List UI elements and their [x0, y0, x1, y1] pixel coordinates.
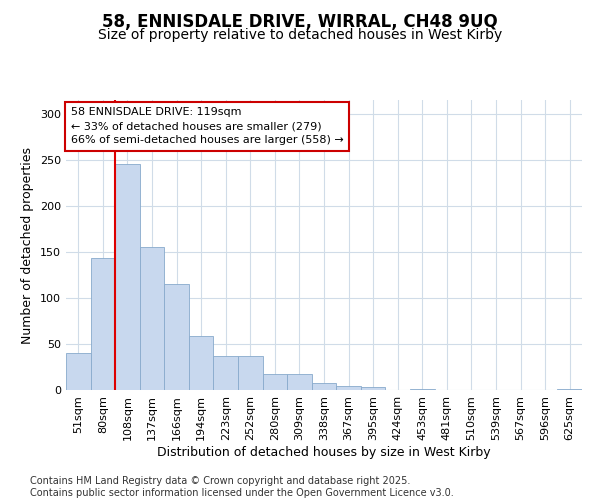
Bar: [214, 356, 238, 390]
Bar: [361, 387, 385, 390]
Text: Contains HM Land Registry data © Crown copyright and database right 2025.
Contai: Contains HM Land Registry data © Crown c…: [30, 476, 454, 498]
Bar: [164, 284, 189, 390]
X-axis label: Distribution of detached houses by size in West Kirby: Distribution of detached houses by size …: [157, 446, 491, 458]
Bar: [91, 258, 115, 390]
Bar: [189, 336, 214, 390]
Bar: [287, 374, 312, 390]
Text: 58 ENNISDALE DRIVE: 119sqm
← 33% of detached houses are smaller (279)
66% of sem: 58 ENNISDALE DRIVE: 119sqm ← 33% of deta…: [71, 108, 344, 146]
Bar: [66, 353, 91, 390]
Bar: [312, 382, 336, 390]
Bar: [336, 386, 361, 390]
Text: Size of property relative to detached houses in West Kirby: Size of property relative to detached ho…: [98, 28, 502, 42]
Bar: [410, 389, 434, 390]
Bar: [238, 356, 263, 390]
Bar: [263, 374, 287, 390]
Text: 58, ENNISDALE DRIVE, WIRRAL, CH48 9UQ: 58, ENNISDALE DRIVE, WIRRAL, CH48 9UQ: [102, 12, 498, 30]
Bar: [140, 248, 164, 390]
Bar: [557, 389, 582, 390]
Bar: [115, 164, 140, 390]
Y-axis label: Number of detached properties: Number of detached properties: [22, 146, 34, 344]
